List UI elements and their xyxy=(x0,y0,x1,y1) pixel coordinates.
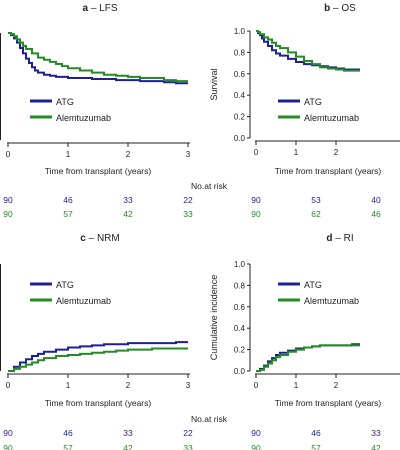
y-tick-label: 0.4 xyxy=(234,91,246,100)
x-axis-label: Time from transplant (years) xyxy=(275,166,382,176)
panel-title-text: – OS xyxy=(330,3,356,14)
legend-label-alemtuzumab: Alemtuzumab xyxy=(304,113,359,123)
risk-count-atg: 90 xyxy=(251,195,261,205)
y-tick-label: 1.0 xyxy=(234,27,246,36)
risk-count-atg: 40 xyxy=(371,195,381,205)
km-curve-alemtuzumab xyxy=(8,347,188,372)
x-tick-label: 2 xyxy=(126,381,131,390)
x-axis-label: Time from transplant (years) xyxy=(275,398,382,408)
panel-letter: c xyxy=(80,233,86,244)
legend-label-atg: ATG xyxy=(304,97,322,107)
x-tick-label: 2 xyxy=(334,148,339,157)
risk-count-atg: 33 xyxy=(371,428,381,438)
risk-count-atg: 90 xyxy=(3,195,13,205)
risk-count-alemtuzumab: 57 xyxy=(63,443,73,450)
risk-count-atg: 22 xyxy=(183,195,193,205)
panel-title-a: a – LFS xyxy=(82,3,117,14)
risk-count-alemtuzumab: 90 xyxy=(251,209,261,219)
risk-count-alemtuzumab: 57 xyxy=(63,209,73,219)
risk-count-alemtuzumab: 90 xyxy=(3,443,13,450)
y-tick-label: 0.8 xyxy=(234,281,246,290)
x-tick-label: 2 xyxy=(334,381,339,390)
risk-count-atg: 90 xyxy=(251,428,261,438)
legend-label-alemtuzumab: Alemtuzumab xyxy=(56,113,111,123)
risk-count-alemtuzumab: 90 xyxy=(251,443,261,450)
x-tick-label: 0 xyxy=(6,150,11,159)
y-axis-label: Cumulative incidence xyxy=(209,275,219,361)
x-tick-label: 2 xyxy=(126,150,131,159)
legend-label-alemtuzumab: Alemtuzumab xyxy=(56,296,111,306)
risk-count-atg: 53 xyxy=(311,195,321,205)
x-tick-label: 0 xyxy=(254,381,259,390)
y-tick-label: 0.4 xyxy=(234,324,246,333)
x-tick-label: 3 xyxy=(186,150,191,159)
panel-title-text: – RI xyxy=(332,233,353,244)
risk-table-label: No.at risk xyxy=(191,414,228,424)
risk-count-atg: 46 xyxy=(63,428,73,438)
risk-count-atg: 46 xyxy=(311,428,321,438)
km-curve-alemtuzumab xyxy=(256,30,360,72)
y-tick-label: 0.8 xyxy=(234,48,246,57)
km-curve-atg xyxy=(8,341,188,372)
risk-count-alemtuzumab: 42 xyxy=(371,443,381,450)
x-axis-label: Time from transplant (years) xyxy=(45,398,152,408)
panel-title-d: d – RI xyxy=(326,233,353,244)
x-tick-label: 3 xyxy=(186,381,191,390)
risk-count-alemtuzumab: 57 xyxy=(311,443,321,450)
risk-count-alemtuzumab: 42 xyxy=(123,209,133,219)
x-axis-label: Time from transplant (years) xyxy=(45,166,152,176)
panel-title-text: – LFS xyxy=(88,3,118,14)
risk-count-alemtuzumab: 62 xyxy=(311,209,321,219)
risk-count-alemtuzumab: 33 xyxy=(183,209,193,219)
risk-count-atg: 33 xyxy=(123,428,133,438)
risk-count-atg: 33 xyxy=(123,195,133,205)
y-tick-label: 0.2 xyxy=(234,346,246,355)
risk-count-alemtuzumab: 42 xyxy=(123,443,133,450)
x-tick-label: 0 xyxy=(6,381,11,390)
legend-label-alemtuzumab: Alemtuzumab xyxy=(304,296,359,306)
y-tick-label: 1.0 xyxy=(234,260,246,269)
risk-count-atg: 22 xyxy=(183,428,193,438)
legend-label-atg: ATG xyxy=(56,97,74,107)
risk-count-atg: 90 xyxy=(3,428,13,438)
y-tick-label: 0.0 xyxy=(234,134,246,143)
y-tick-label: 0.2 xyxy=(234,113,246,122)
panel-title-text: – NRM xyxy=(86,233,120,244)
x-tick-label: 1 xyxy=(66,150,71,159)
panel-letter: b xyxy=(324,3,330,14)
x-tick-label: 1 xyxy=(294,148,299,157)
risk-count-alemtuzumab: 33 xyxy=(183,443,193,450)
km-curve-atg xyxy=(256,30,360,71)
panel-letter: d xyxy=(326,233,332,244)
panel-title-c: c – NRM xyxy=(80,233,119,244)
risk-count-atg: 46 xyxy=(63,195,73,205)
x-tick-label: 1 xyxy=(294,381,299,390)
risk-count-alemtuzumab: 90 xyxy=(3,209,13,219)
x-tick-label: 0 xyxy=(254,148,259,157)
panel-title-b: b – OS xyxy=(324,3,356,14)
risk-count-alemtuzumab: 46 xyxy=(371,209,381,219)
y-axis-label: Survival xyxy=(209,68,219,100)
panel-letter: a xyxy=(82,3,88,14)
y-tick-label: 0.6 xyxy=(234,70,246,79)
y-tick-label: 0.0 xyxy=(234,367,246,376)
km-curve-alemtuzumab xyxy=(256,344,360,372)
x-tick-label: 1 xyxy=(66,381,71,390)
risk-table-label: No.at risk xyxy=(191,181,228,191)
y-tick-label: 0.6 xyxy=(234,303,246,312)
km-curve-atg xyxy=(8,32,188,85)
legend-label-atg: ATG xyxy=(304,280,322,290)
km-curve-alemtuzumab xyxy=(8,32,188,83)
legend-label-atg: ATG xyxy=(56,280,74,290)
